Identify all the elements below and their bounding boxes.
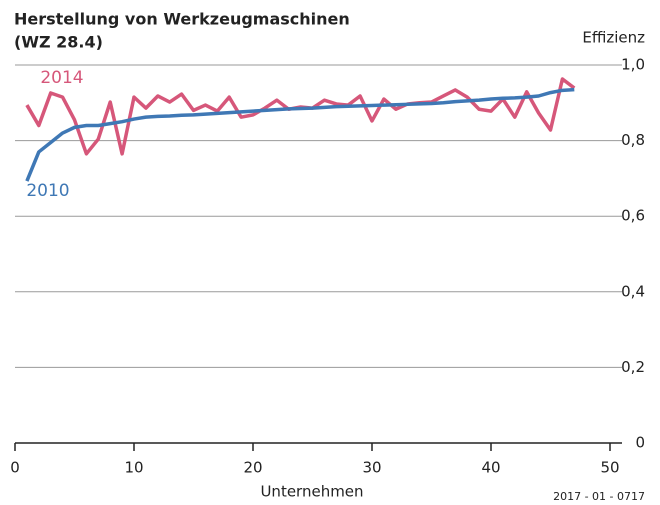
y-tick-label: 0,4 xyxy=(621,282,645,300)
series-label: 2010 xyxy=(26,181,69,201)
x-tick-label: 20 xyxy=(243,459,262,477)
y-tick-label: 1,0 xyxy=(621,56,645,74)
line-series xyxy=(25,87,575,182)
chart-title: Herstellung von Werkzeugmaschinen xyxy=(14,10,350,29)
x-tick-label: 10 xyxy=(124,459,143,477)
y-axis-label: Effizienz xyxy=(582,29,645,47)
source: 2017 - 01 - 0717 xyxy=(553,490,645,503)
y-tick-label: 0,8 xyxy=(621,131,645,149)
x-tick-label: 0 xyxy=(10,459,20,477)
x-tick-label: 30 xyxy=(362,459,381,477)
chart-title: (WZ 28.4) xyxy=(14,33,103,52)
x-tick-label: 40 xyxy=(481,459,500,477)
y-tick-label: 0 xyxy=(635,434,645,452)
line-series xyxy=(25,77,576,156)
y-tick-label: 0,6 xyxy=(621,207,645,225)
x-tick-label: 50 xyxy=(600,459,619,477)
y-tick-label: 0,2 xyxy=(621,358,645,376)
series-label: 2014 xyxy=(40,68,83,88)
x-axis-label: Unternehmen xyxy=(260,483,363,501)
